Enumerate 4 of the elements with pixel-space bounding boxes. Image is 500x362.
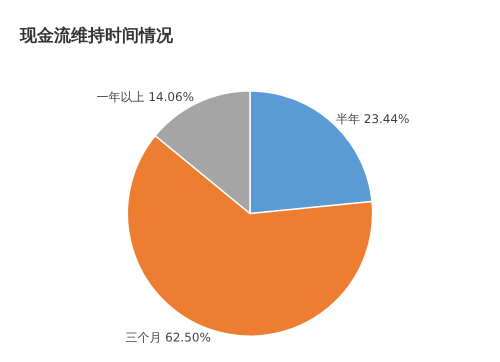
slice-label: 半年 23.44%: [336, 112, 410, 126]
slice-label: 一年以上 14.06%: [96, 90, 194, 104]
slice-label: 三个月 62.50%: [125, 330, 211, 344]
chart-title: 现金流维持时间情况: [19, 26, 174, 46]
